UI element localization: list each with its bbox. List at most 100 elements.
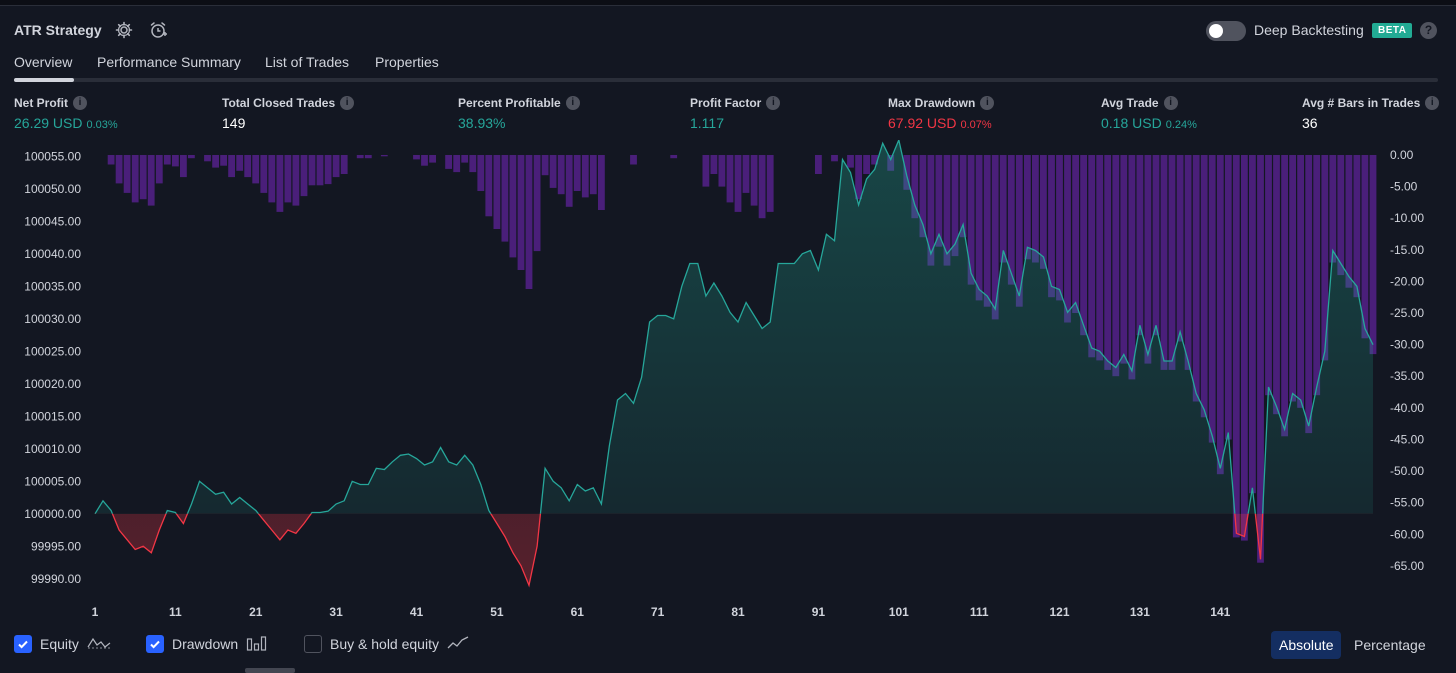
- drawdown-bar: [951, 155, 959, 257]
- info-icon[interactable]: i: [73, 96, 87, 110]
- drawdown-bar: [1088, 155, 1096, 358]
- drawdown-bar: [1313, 155, 1321, 396]
- strategy-header: ATR Strategy Deep Backtesting BETA ?: [0, 6, 1456, 50]
- drawdown-bar: [815, 155, 822, 174]
- equity-line-positive: [94, 140, 1374, 514]
- tab-performance-summary[interactable]: Performance Summary: [97, 54, 241, 70]
- drawdown-bar: [1176, 155, 1184, 342]
- absolute-mode-button[interactable]: Absolute: [1271, 631, 1342, 659]
- drawdown-bar: [565, 155, 573, 207]
- drawdown-bar: [975, 155, 983, 301]
- y-axis-tick-right: 0.00: [1390, 148, 1414, 162]
- drawdown-bar: [1024, 155, 1031, 260]
- drawdown-bar: [943, 155, 951, 266]
- metric-max-drawdown: Max Drawdown i 67.92 USD 0.07%: [888, 96, 995, 131]
- info-icon[interactable]: i: [980, 96, 995, 110]
- drawdown-bar: [1015, 155, 1023, 307]
- drawdown-bar: [1305, 155, 1313, 434]
- y-axis-tick-right: -55.00: [1390, 496, 1424, 510]
- y-axis-tick-left: 100010.00: [24, 442, 81, 456]
- drawdown-bar: [557, 155, 565, 195]
- drawdown-bar: [598, 155, 605, 210]
- drawdown-bar: [1345, 155, 1353, 288]
- drawdown-bar: [549, 155, 557, 188]
- drawdown-bar: [284, 155, 292, 203]
- horizontal-scrollbar[interactable]: [245, 668, 295, 673]
- metric-label: Avg Trade: [1101, 96, 1159, 110]
- drawdown-bar: [758, 155, 766, 219]
- metric-value: 1.117: [690, 115, 724, 131]
- checkbox-unchecked-icon[interactable]: [304, 635, 322, 653]
- drawdown-bar: [541, 155, 549, 176]
- drawdown-bar: [501, 155, 509, 242]
- drawdown-bar: [1007, 155, 1015, 285]
- y-axis-tick-right: -10.00: [1390, 211, 1424, 225]
- drawdown-bar: [927, 155, 935, 266]
- y-axis-tick-right: -25.00: [1390, 306, 1424, 320]
- drawdown-bar: [919, 155, 927, 238]
- legend-drawdown[interactable]: Drawdown: [146, 632, 268, 656]
- alarm-clock-icon[interactable]: [148, 20, 168, 40]
- metric-label: Net Profit: [14, 96, 68, 110]
- drawdown-bar: [260, 155, 268, 193]
- legend-label: Equity: [40, 636, 79, 652]
- tab-overview[interactable]: Overview: [14, 54, 73, 70]
- y-axis-tick-left: 100015.00: [24, 409, 81, 423]
- x-axis-tick: 111: [970, 605, 989, 619]
- drawdown-bar: [863, 155, 870, 174]
- x-axis-tick: 11: [169, 605, 182, 619]
- drawdown-bar: [935, 155, 943, 247]
- y-axis-tick-right: -5.00: [1390, 180, 1418, 194]
- drawdown-bar: [445, 155, 452, 169]
- y-axis-tick-right: -15.00: [1390, 243, 1424, 257]
- deep-backtesting-toggle[interactable]: [1206, 21, 1246, 41]
- gear-icon[interactable]: [114, 20, 134, 40]
- percentage-mode-button[interactable]: Percentage: [1354, 637, 1426, 653]
- info-icon[interactable]: i: [766, 96, 781, 110]
- y-axis-tick-left: 100050.00: [24, 182, 81, 196]
- drawdown-bar: [324, 155, 332, 185]
- info-icon[interactable]: i: [1425, 96, 1440, 110]
- metric-value: 0.18 USD: [1101, 115, 1162, 131]
- y-axis-tick-left: 100040.00: [24, 247, 81, 261]
- drawdown-bar: [1048, 155, 1055, 298]
- checkbox-checked-icon[interactable]: [146, 635, 164, 653]
- equity-drawdown-chart[interactable]: 100055.00 100050.00 100045.00 100040.00 1000…: [0, 140, 1456, 624]
- info-icon[interactable]: i: [1163, 96, 1178, 110]
- drawdown-bar: [983, 155, 991, 307]
- info-icon[interactable]: i: [565, 96, 580, 110]
- x-axis-tick: 141: [1210, 605, 1230, 619]
- y-axis-tick-left: 100030.00: [24, 312, 81, 326]
- drawdown-bar: [493, 155, 501, 229]
- tab-list-of-trades[interactable]: List of Trades: [265, 54, 350, 70]
- drawdown-bar: [308, 155, 316, 186]
- drawdown-bar: [1241, 155, 1248, 541]
- tab-properties[interactable]: Properties: [375, 54, 439, 70]
- metric-profit-factor: Profit Factor i 1.117: [690, 96, 781, 131]
- legend-equity[interactable]: Equity: [14, 632, 111, 656]
- drawdown-bar: [115, 155, 123, 184]
- help-icon[interactable]: ?: [1420, 22, 1437, 39]
- x-axis-tick: 41: [410, 605, 424, 619]
- y-axis-tick-left: 100045.00: [24, 214, 81, 228]
- info-icon[interactable]: i: [340, 96, 355, 110]
- y-axis-tick-left: 99995.00: [31, 539, 81, 553]
- metric-label: Avg # Bars in Trades: [1302, 96, 1421, 110]
- drawdown-bar: [1249, 155, 1256, 494]
- legend-buy-hold-equity[interactable]: Buy & hold equity: [304, 632, 469, 656]
- metric-percent: 0.07%: [960, 119, 992, 131]
- equity-line-icon: [87, 636, 111, 653]
- drawdown-bar: [911, 155, 919, 219]
- drawdown-bar: [670, 155, 678, 159]
- drawdown-bar: [1160, 155, 1168, 370]
- checkbox-checked-icon[interactable]: [14, 635, 32, 653]
- drawdown-bar: [581, 155, 589, 198]
- y-axis-tick-right: -35.00: [1390, 369, 1424, 383]
- drawdown-bar: [742, 155, 750, 193]
- drawdown-bar: [1080, 155, 1087, 336]
- metric-percent: 0.24%: [1165, 119, 1197, 131]
- drawdown-bar: [1072, 155, 1079, 313]
- y-axis-tick-left: 100025.00: [24, 344, 81, 358]
- y-axis-tick-right: -60.00: [1390, 527, 1424, 541]
- drawdown-bar: [1232, 155, 1240, 538]
